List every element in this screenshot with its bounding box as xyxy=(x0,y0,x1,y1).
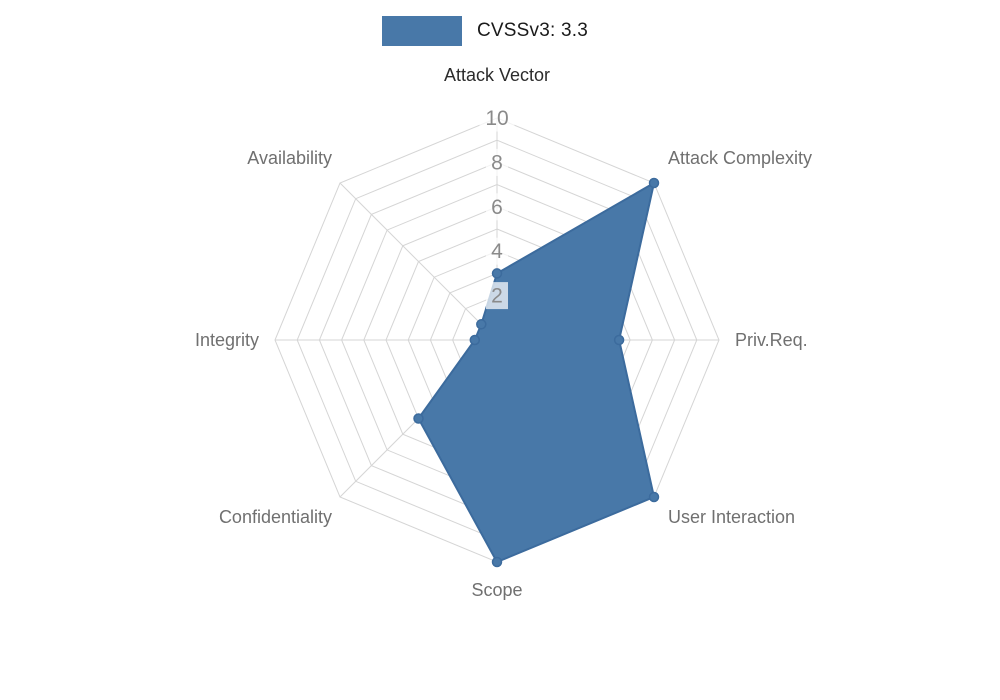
axis-label-scope: Scope xyxy=(471,580,522,600)
axis-label-confidentiality: Confidentiality xyxy=(219,507,332,527)
chart-legend: CVSSv3: 3.3 xyxy=(382,16,588,46)
tick-label-box xyxy=(486,282,508,310)
series-marker xyxy=(613,334,625,346)
tick-label: 4 xyxy=(491,240,503,263)
series-marker xyxy=(648,177,660,189)
series-polygon xyxy=(417,182,655,563)
legend-swatch xyxy=(382,16,462,46)
tick-label: 10 xyxy=(485,107,508,130)
series-marker xyxy=(413,413,424,424)
series-marker xyxy=(648,491,660,503)
tick-label: 6 xyxy=(491,196,503,219)
axis-label-user-interaction: User Interaction xyxy=(668,507,795,527)
axis-label-priv-req-: Priv.Req. xyxy=(735,330,808,350)
tick-label-box xyxy=(486,237,508,265)
tick-label: 2 xyxy=(491,285,503,308)
axis-label-integrity: Integrity xyxy=(195,330,259,350)
series-marker xyxy=(491,556,503,568)
tick-label-box xyxy=(486,148,508,176)
series-marker xyxy=(469,334,481,346)
axis-label-attack-complexity: Attack Complexity xyxy=(668,148,812,168)
legend-label: CVSSv3: 3.3 xyxy=(477,20,588,41)
axis-label-availability: Availability xyxy=(247,148,332,168)
axis-label-attack-vector: Attack Vector xyxy=(444,65,550,85)
series-marker xyxy=(491,268,503,279)
tick-label-box xyxy=(479,104,515,132)
tick-label: 8 xyxy=(491,151,503,174)
tick-label-box xyxy=(486,193,508,221)
series-marker xyxy=(476,319,487,330)
grid-spoke xyxy=(339,182,498,341)
